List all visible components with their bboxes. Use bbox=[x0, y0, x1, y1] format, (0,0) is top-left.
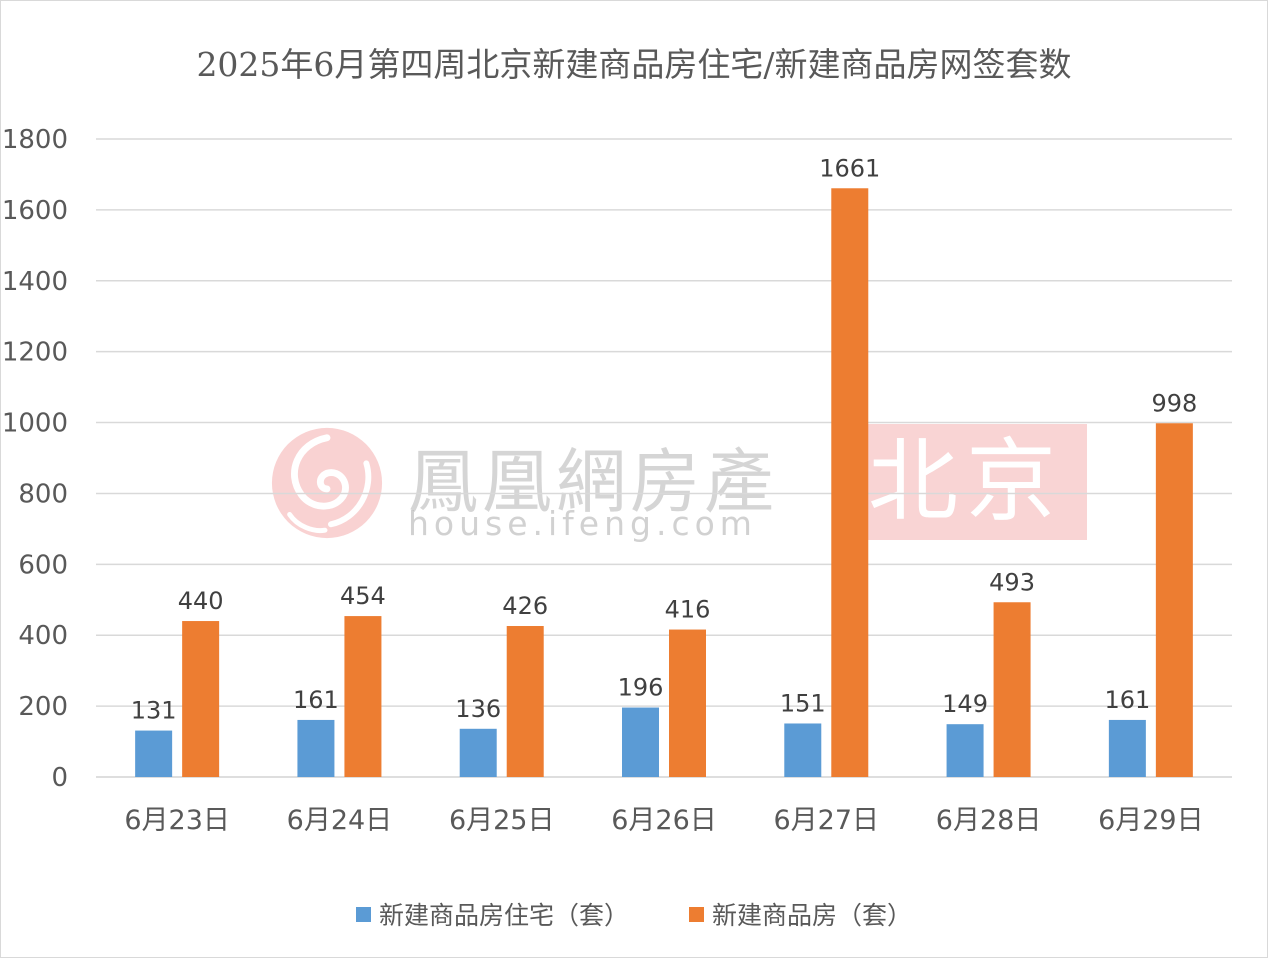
bar-residential bbox=[1108, 719, 1146, 777]
bar-total bbox=[831, 188, 869, 778]
data-label-total: 426 bbox=[502, 592, 548, 620]
legend-item-residential: 新建商品房住宅（套） bbox=[355, 896, 629, 932]
data-label-residential: 161 bbox=[1104, 686, 1150, 714]
bar-total bbox=[1155, 423, 1193, 777]
y-tick-label: 1000 bbox=[2, 409, 68, 439]
y-tick-label: 1200 bbox=[2, 338, 68, 368]
legend: 新建商品房住宅（套） 新建商品房（套） bbox=[0, 896, 1268, 932]
bar-total bbox=[506, 626, 544, 777]
legend-label-residential: 新建商品房住宅（套） bbox=[378, 901, 629, 930]
data-label-residential: 196 bbox=[618, 674, 664, 702]
y-tick-label: 0 bbox=[51, 763, 68, 793]
bar-total bbox=[344, 616, 382, 777]
y-tick-label: 1400 bbox=[2, 267, 68, 297]
data-label-residential: 149 bbox=[942, 690, 988, 718]
x-tick-label: 6月29日 bbox=[1098, 805, 1204, 836]
gridlines bbox=[96, 138, 1232, 778]
x-tick-label: 6月26日 bbox=[611, 805, 717, 836]
y-tick-label: 200 bbox=[18, 692, 68, 722]
chart-title: 2025年6月第四周北京新建商品房住宅/新建商品房网签套数 bbox=[196, 45, 1072, 84]
y-tick-label: 600 bbox=[18, 550, 68, 580]
x-tick-label: 6月25日 bbox=[449, 805, 555, 836]
bar-residential bbox=[784, 723, 822, 777]
data-label-total: 493 bbox=[989, 568, 1035, 596]
legend-swatch-residential bbox=[355, 906, 371, 922]
data-label-total: 1661 bbox=[819, 154, 880, 182]
data-label-total: 454 bbox=[340, 582, 386, 610]
data-label-residential: 131 bbox=[131, 697, 177, 725]
x-axis-ticks: 6月23日 6月24日 6月25日 6月26日 6月27日 6月28日 6月29日 bbox=[124, 805, 1203, 836]
data-label-residential: 136 bbox=[455, 695, 501, 723]
bar-total bbox=[182, 621, 220, 777]
y-axis-ticks: 0 200 400 600 800 1000 1200 1400 1600 1800 bbox=[2, 125, 68, 793]
bar-residential bbox=[135, 730, 173, 777]
bar-residential bbox=[622, 707, 659, 777]
bar-residential bbox=[297, 719, 335, 777]
bar-total bbox=[993, 602, 1031, 777]
bar-residential bbox=[459, 728, 497, 777]
bars bbox=[135, 188, 1193, 778]
data-labels: 131 440 161 454 136 426 196 416 151 1661 149 493 161… bbox=[131, 154, 1198, 724]
bar-residential bbox=[946, 724, 984, 777]
data-label-total: 416 bbox=[665, 596, 711, 624]
legend-label-total: 新建商品房（套） bbox=[712, 901, 913, 930]
data-label-residential: 161 bbox=[293, 686, 339, 714]
x-tick-label: 6月28日 bbox=[936, 805, 1042, 836]
x-tick-label: 6月23日 bbox=[124, 805, 230, 836]
y-tick-label: 1800 bbox=[2, 125, 68, 155]
data-label-total: 998 bbox=[1151, 389, 1197, 417]
x-tick-label: 6月27日 bbox=[774, 805, 880, 836]
data-label-residential: 151 bbox=[780, 689, 826, 717]
y-tick-label: 800 bbox=[18, 479, 68, 509]
data-label-total: 440 bbox=[178, 587, 224, 615]
x-tick-label: 6月24日 bbox=[287, 805, 393, 836]
bar-total bbox=[669, 629, 706, 777]
y-tick-label: 1600 bbox=[2, 196, 68, 226]
legend-item-total: 新建商品房（套） bbox=[689, 896, 912, 932]
y-tick-label: 400 bbox=[18, 621, 68, 651]
legend-swatch-total bbox=[689, 906, 704, 922]
